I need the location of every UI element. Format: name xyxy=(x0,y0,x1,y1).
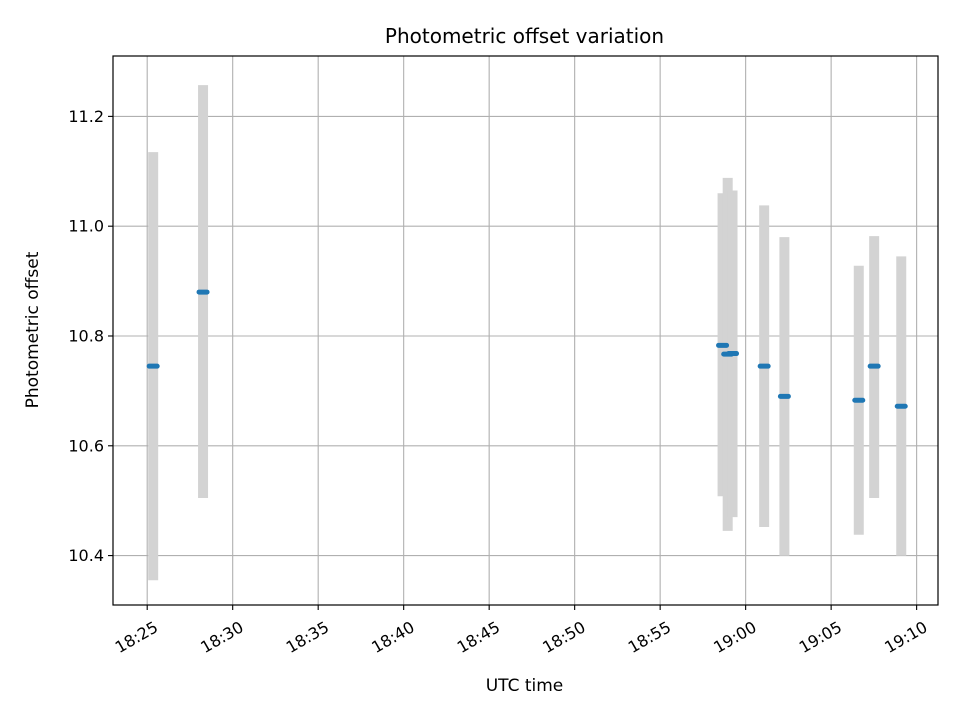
data-points xyxy=(146,289,908,409)
y-tick-label: 11.2 xyxy=(68,107,104,126)
plot-area-frame xyxy=(112,55,939,606)
y-tick-label: 10.4 xyxy=(68,546,104,565)
y-axis-ticks: 10.4 10.6 10.8 11.0 11.2 xyxy=(68,107,113,565)
y-tick-label: 10.6 xyxy=(68,436,104,455)
y-tick-label: 11.0 xyxy=(68,217,104,236)
x-axis-title: UTC time xyxy=(486,676,564,696)
chart-title: Photometric offset variation xyxy=(385,24,664,48)
y-tick-label: 10.8 xyxy=(68,326,104,345)
y-axis-title: Photometric offset xyxy=(23,251,43,408)
grid xyxy=(113,56,938,605)
